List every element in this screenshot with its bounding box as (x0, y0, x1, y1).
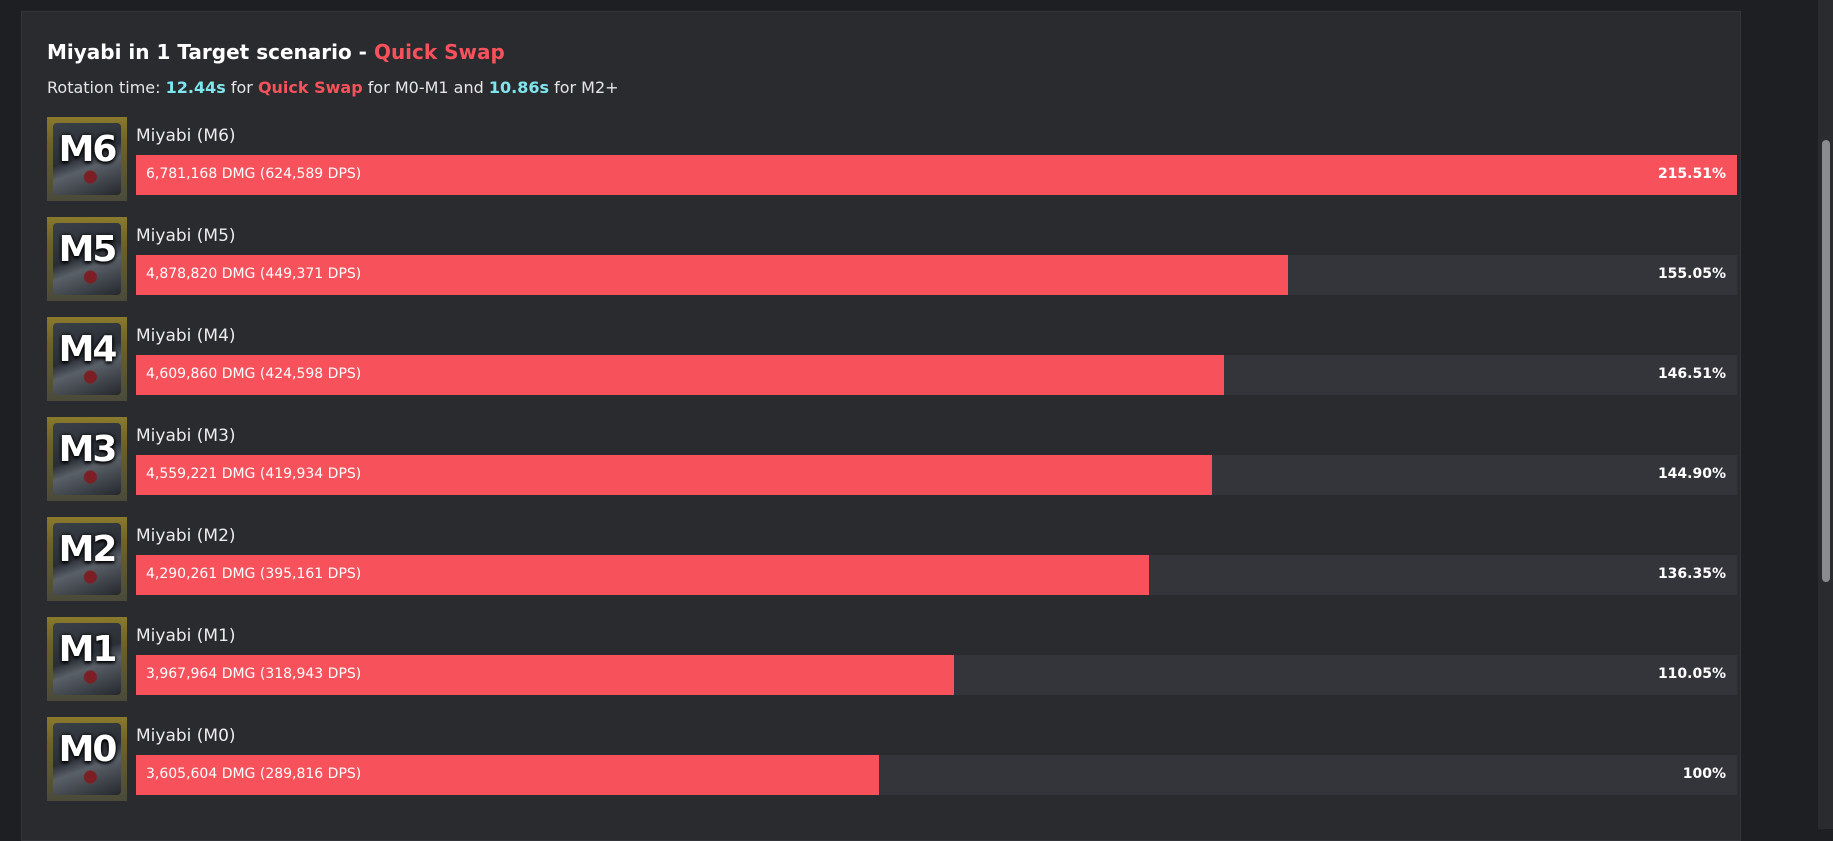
bar-category-label: Miyabi (M5) (136, 226, 236, 246)
bar-category-label: Miyabi (M0) (136, 726, 236, 746)
portrait-art (53, 423, 121, 495)
character-portrait-icon: M0 (47, 717, 127, 801)
bar (136, 155, 1737, 195)
subtitle-text-3: for M0-M1 and (362, 78, 489, 97)
bar-category-label: Miyabi (M6) (136, 126, 236, 146)
damage-label: 4,559,221 DMG (419,934 DPS) (146, 466, 362, 482)
bar-row-m6: M6 Miyabi (M6) 6,781,168 DMG (624,589 DPS)… (47, 117, 1737, 201)
percent-label: 155.05% (1657, 266, 1726, 282)
bar-row-m0: M0 Miyabi (M0) 3,605,604 DMG (289,816 DPS)… (47, 717, 1737, 801)
subtitle-highlight: Quick Swap (257, 78, 363, 97)
portrait-art (53, 623, 121, 695)
mindscape-label: M6 (58, 129, 118, 170)
character-portrait-icon: M5 (47, 217, 127, 301)
rotation-subtitle: Rotation time: 12.44s for Quick Swap for… (47, 78, 619, 97)
bar (136, 655, 954, 695)
rotation-time-1: 12.44s (165, 78, 226, 97)
chart-panel: Miyabi in 1 Target scenario - Quick Swap… (21, 11, 1741, 841)
bar-track: 4,609,860 DMG (424,598 DPS) 146.51% (136, 355, 1737, 395)
bar-track: 4,559,221 DMG (419,934 DPS) 144.90% (136, 455, 1737, 495)
character-portrait-icon: M1 (47, 617, 127, 701)
subtitle-text-1: Rotation time: (47, 78, 166, 97)
damage-label: 6,781,168 DMG (624,589 DPS) (146, 166, 362, 182)
title-prefix: Miyabi in 1 Target scenario - (47, 40, 374, 64)
bar (136, 555, 1149, 595)
damage-label: 4,290,261 DMG (395,161 DPS) (146, 566, 362, 582)
mindscape-label: M2 (58, 529, 118, 570)
damage-label: 4,878,820 DMG (449,371 DPS) (146, 266, 362, 282)
bar (136, 355, 1225, 395)
bar-category-label: Miyabi (M2) (136, 526, 236, 546)
bar (136, 455, 1213, 495)
percent-label: 110.05% (1657, 666, 1726, 682)
bar-track: 4,878,820 DMG (449,371 DPS) 155.05% (136, 255, 1737, 295)
portrait-art (53, 223, 121, 295)
percent-label: 215.51% (1657, 166, 1726, 182)
percent-label: 100% (1682, 766, 1726, 782)
bar-row-m5: M5 Miyabi (M5) 4,878,820 DMG (449,371 DPS)… (47, 217, 1737, 301)
bar (136, 255, 1288, 295)
percent-label: 144.90% (1657, 466, 1726, 482)
portrait-art (53, 323, 121, 395)
mindscape-label: M1 (58, 629, 118, 670)
bar-track: 4,290,261 DMG (395,161 DPS) 136.35% (136, 555, 1737, 595)
percent-label: 146.51% (1657, 366, 1726, 382)
percent-label: 136.35% (1657, 566, 1726, 582)
bar (136, 755, 879, 795)
bar-row-m2: M2 Miyabi (M2) 4,290,261 DMG (395,161 DPS)… (47, 517, 1737, 601)
rotation-time-2: 10.86s (488, 78, 549, 97)
bar-track: 6,781,168 DMG (624,589 DPS) 215.51% (136, 155, 1737, 195)
bar-row-m1: M1 Miyabi (M1) 3,967,964 DMG (318,943 DPS)… (47, 617, 1737, 701)
character-portrait-icon: M4 (47, 317, 127, 401)
portrait-art (53, 523, 121, 595)
chart-title: Miyabi in 1 Target scenario - Quick Swap (47, 40, 505, 64)
bar-track: 3,605,604 DMG (289,816 DPS) 100% (136, 755, 1737, 795)
character-portrait-icon: M6 (47, 117, 127, 201)
title-highlight: Quick Swap (373, 40, 505, 64)
mindscape-label: M0 (58, 729, 118, 770)
damage-label: 4,609,860 DMG (424,598 DPS) (146, 366, 362, 382)
character-portrait-icon: M2 (47, 517, 127, 601)
mindscape-label: M4 (58, 329, 118, 370)
bar-category-label: Miyabi (M4) (136, 326, 236, 346)
character-portrait-icon: M3 (47, 417, 127, 501)
damage-label: 3,967,964 DMG (318,943 DPS) (146, 666, 362, 682)
bar-row-m4: M4 Miyabi (M4) 4,609,860 DMG (424,598 DPS)… (47, 317, 1737, 401)
subtitle-text-2: for (225, 78, 258, 97)
bar-track: 3,967,964 DMG (318,943 DPS) 110.05% (136, 655, 1737, 695)
subtitle-text-4: for M2+ (549, 78, 619, 97)
bar-category-label: Miyabi (M1) (136, 626, 236, 646)
bar-row-m3: M3 Miyabi (M3) 4,559,221 DMG (419,934 DPS)… (47, 417, 1737, 501)
scrollbar-thumb[interactable] (1822, 140, 1830, 582)
portrait-art (53, 723, 121, 795)
bar-category-label: Miyabi (M3) (136, 426, 236, 446)
portrait-art (53, 123, 121, 195)
damage-label: 3,605,604 DMG (289,816 DPS) (146, 766, 362, 782)
mindscape-label: M5 (58, 229, 118, 270)
mindscape-label: M3 (58, 429, 118, 470)
bar-list: M6 Miyabi (M6) 6,781,168 DMG (624,589 DPS)… (47, 117, 1737, 817)
